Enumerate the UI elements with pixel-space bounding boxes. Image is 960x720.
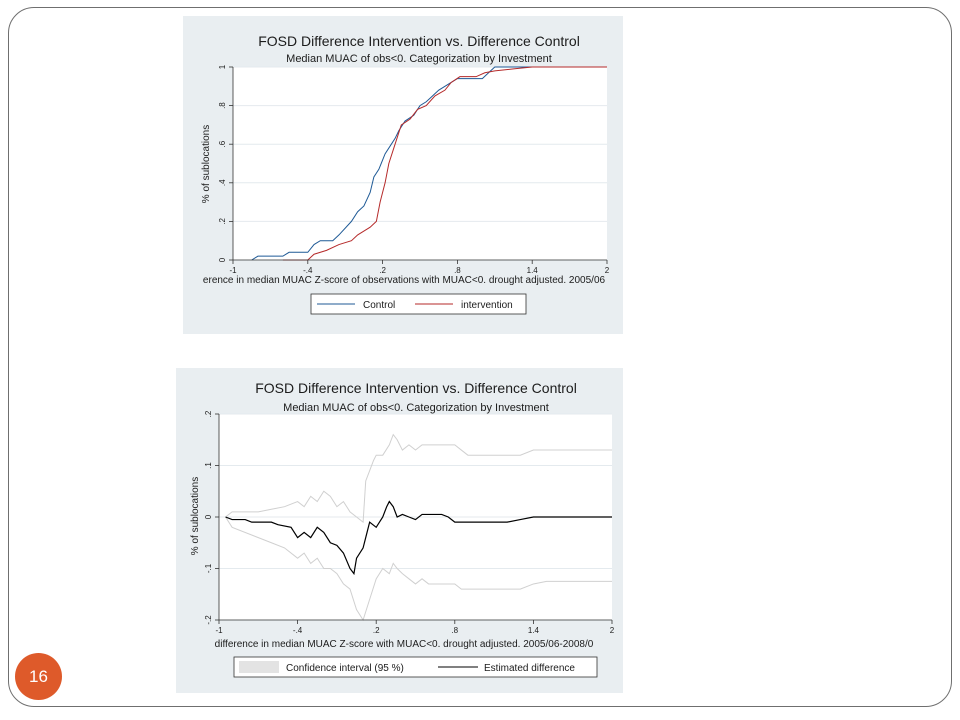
y-axis-label: % of sublocations bbox=[190, 477, 201, 555]
chart-title: FOSD Difference Intervention vs. Differe… bbox=[258, 33, 580, 49]
ci-lower-line bbox=[225, 516, 612, 622]
x-tick-label: 2 bbox=[610, 626, 615, 635]
legend-label-intervention: intervention bbox=[461, 300, 513, 311]
x-tick-label: 1.4 bbox=[527, 266, 539, 275]
series-line-intervention bbox=[282, 66, 607, 261]
y-tick-label: .1 bbox=[204, 462, 213, 469]
y-axis-label: % of sublocations bbox=[201, 125, 212, 203]
legend-box bbox=[233, 656, 598, 678]
y-tick-label: .2 bbox=[204, 410, 213, 417]
x-axis-label: difference in median MUAC Z-score with M… bbox=[215, 639, 594, 650]
legend: Confidence interval (95 %) Estimated dif… bbox=[233, 656, 598, 678]
x-tick-label: -.4 bbox=[293, 626, 303, 635]
y-tick-label: 0 bbox=[204, 514, 213, 519]
legend-swatch-ci bbox=[239, 661, 279, 673]
x-tick-label: .2 bbox=[373, 626, 380, 635]
y-tick-label: 1 bbox=[218, 64, 227, 69]
y-tick-label: .8 bbox=[218, 102, 227, 109]
x-tick-label: 1.4 bbox=[528, 626, 540, 635]
x-tick-label: .2 bbox=[379, 266, 386, 275]
y-tick-label: 0 bbox=[218, 257, 227, 262]
legend-label-estimate: Estimated difference bbox=[484, 663, 575, 674]
x-tick-label: -1 bbox=[229, 266, 237, 275]
chart-subtitle: Median MUAC of obs<0. Categorization by … bbox=[286, 53, 552, 65]
y-tick-label: -.2 bbox=[204, 615, 213, 625]
y-tick-label: .2 bbox=[218, 218, 227, 225]
x-tick-label: .8 bbox=[451, 626, 458, 635]
series-line-estimated-difference bbox=[225, 500, 612, 576]
x-tick-label: -1 bbox=[215, 626, 223, 635]
x-axis-label: erence in median MUAC Z-score of observa… bbox=[203, 275, 606, 286]
y-tick-label: .4 bbox=[218, 179, 227, 186]
y-tick-label: .6 bbox=[218, 140, 227, 147]
x-tick-label: .8 bbox=[454, 266, 461, 275]
legend: Control intervention bbox=[310, 293, 527, 315]
legend-label-control: Control bbox=[363, 300, 395, 311]
chart-title: FOSD Difference Intervention vs. Differe… bbox=[255, 380, 577, 396]
plot-area bbox=[233, 67, 607, 260]
chart-subtitle: Median MUAC of obs<0. Categorization by … bbox=[283, 402, 549, 414]
page-number-badge: 16 bbox=[15, 653, 62, 700]
chart-panel-bottom: FOSD Difference Intervention vs. Differe… bbox=[176, 368, 623, 693]
legend-label-ci: Confidence interval (95 %) bbox=[286, 663, 404, 674]
y-tick-label: -.1 bbox=[204, 563, 213, 573]
ci-upper-line bbox=[225, 433, 612, 524]
chart-top: FOSD Difference Intervention vs. Differe… bbox=[201, 33, 610, 315]
x-tick-label: -.4 bbox=[303, 266, 313, 275]
x-tick-label: 2 bbox=[605, 266, 610, 275]
chart-bottom: FOSD Difference Intervention vs. Differe… bbox=[190, 380, 615, 678]
chart-panel-top: FOSD Difference Intervention vs. Differe… bbox=[183, 16, 623, 334]
